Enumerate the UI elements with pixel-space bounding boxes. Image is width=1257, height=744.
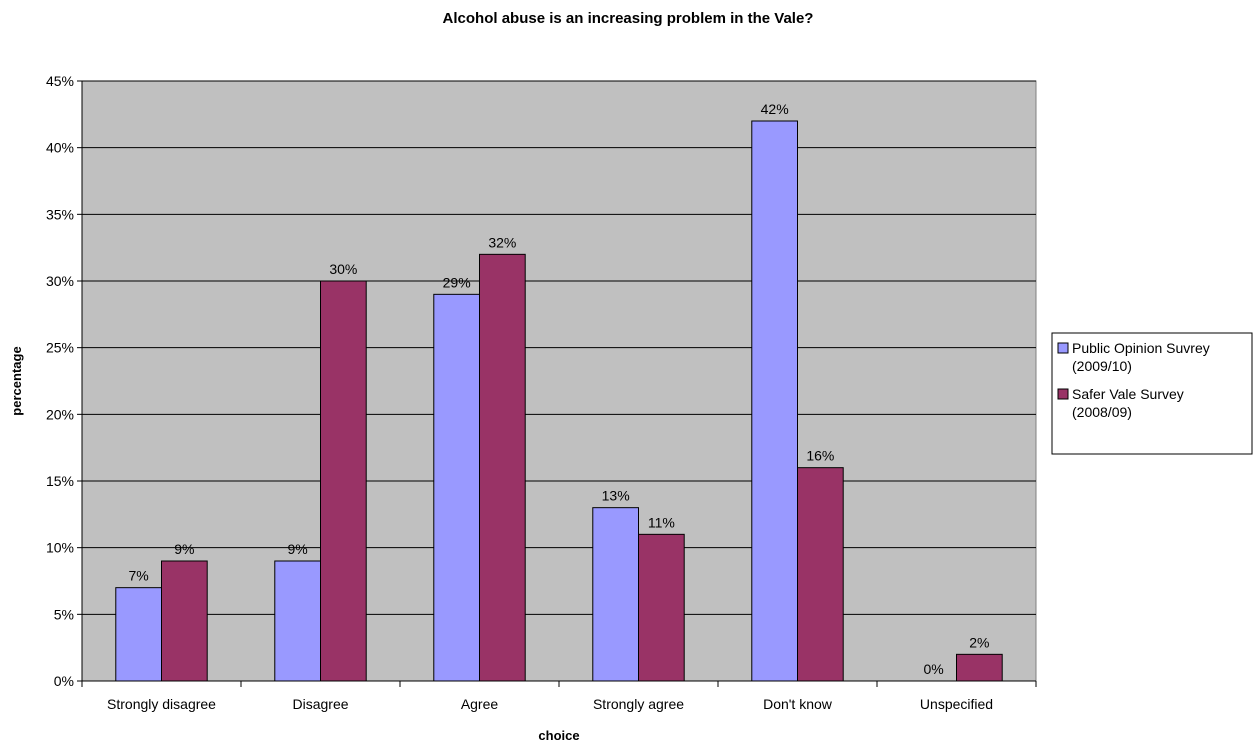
data-label: 2% [969,634,989,650]
bar [592,507,639,682]
bar [320,280,367,682]
y-tick-label: 25% [46,340,74,356]
y-axis-title: percentage [9,346,24,415]
x-axis-title: choice [538,728,579,743]
data-label: 0% [924,661,944,677]
bar [638,533,685,682]
data-labels: 7% 9% 9% 30% 29% 32% 13% 11% 42% 16% 0% 2% [129,101,990,677]
chart-title: Alcohol abuse is an increasing problem i… [443,10,814,27]
gridlines [82,80,1036,615]
y-axis: 0% 5% 10% 15% 20% 25% 30% 35% 40% 45% [46,73,83,689]
x-tick-label: Disagree [292,696,348,712]
data-label: 9% [288,541,308,557]
data-label: 29% [443,274,471,290]
y-tick-label: 20% [46,406,74,422]
data-label: 7% [129,568,149,584]
bar [956,653,1003,682]
y-tick-label: 45% [46,73,74,89]
bar [161,560,208,682]
legend-label: (2008/09) [1072,404,1132,420]
y-tick-label: 10% [46,540,74,556]
legend: Public Opinion Suvrey (2009/10) Safer Vale… [1051,332,1253,455]
y-tick-label: 35% [46,206,74,222]
bar [797,467,844,682]
y-tick-label: 40% [46,140,74,156]
legend-box [1051,332,1253,455]
data-label: 9% [174,541,194,557]
data-label: 16% [806,448,834,464]
y-tick-label: 5% [54,606,74,622]
data-label: 30% [329,261,357,277]
legend-swatch [1057,342,1069,354]
bar [274,560,322,682]
x-tick-label: Strongly agree [593,696,684,712]
data-label: 11% [648,514,675,530]
x-axis: Strongly disagree Disagree Agree Strongly a… [81,680,1037,712]
data-label: 13% [602,488,630,504]
legend-label: (2009/10) [1072,358,1132,374]
bar [751,120,798,682]
x-tick-label: Don't know [763,696,833,712]
data-label: 42% [761,101,789,117]
legend-label: Safer Vale Survey [1072,386,1184,402]
legend-swatch [1057,388,1069,400]
legend-label: Public Opinion Suvrey [1072,340,1210,356]
x-tick-label: Unspecified [920,696,993,712]
y-tick-label: 0% [54,673,74,689]
bar [115,587,162,682]
bar [433,293,481,682]
plot-area [81,80,1037,682]
bar [479,253,526,682]
y-tick-label: 30% [46,273,74,289]
data-label: 32% [488,234,516,250]
x-tick-label: Strongly disagree [107,696,216,712]
bars [115,120,1003,682]
x-tick-label: Agree [461,696,499,712]
y-tick-label: 15% [46,473,74,489]
